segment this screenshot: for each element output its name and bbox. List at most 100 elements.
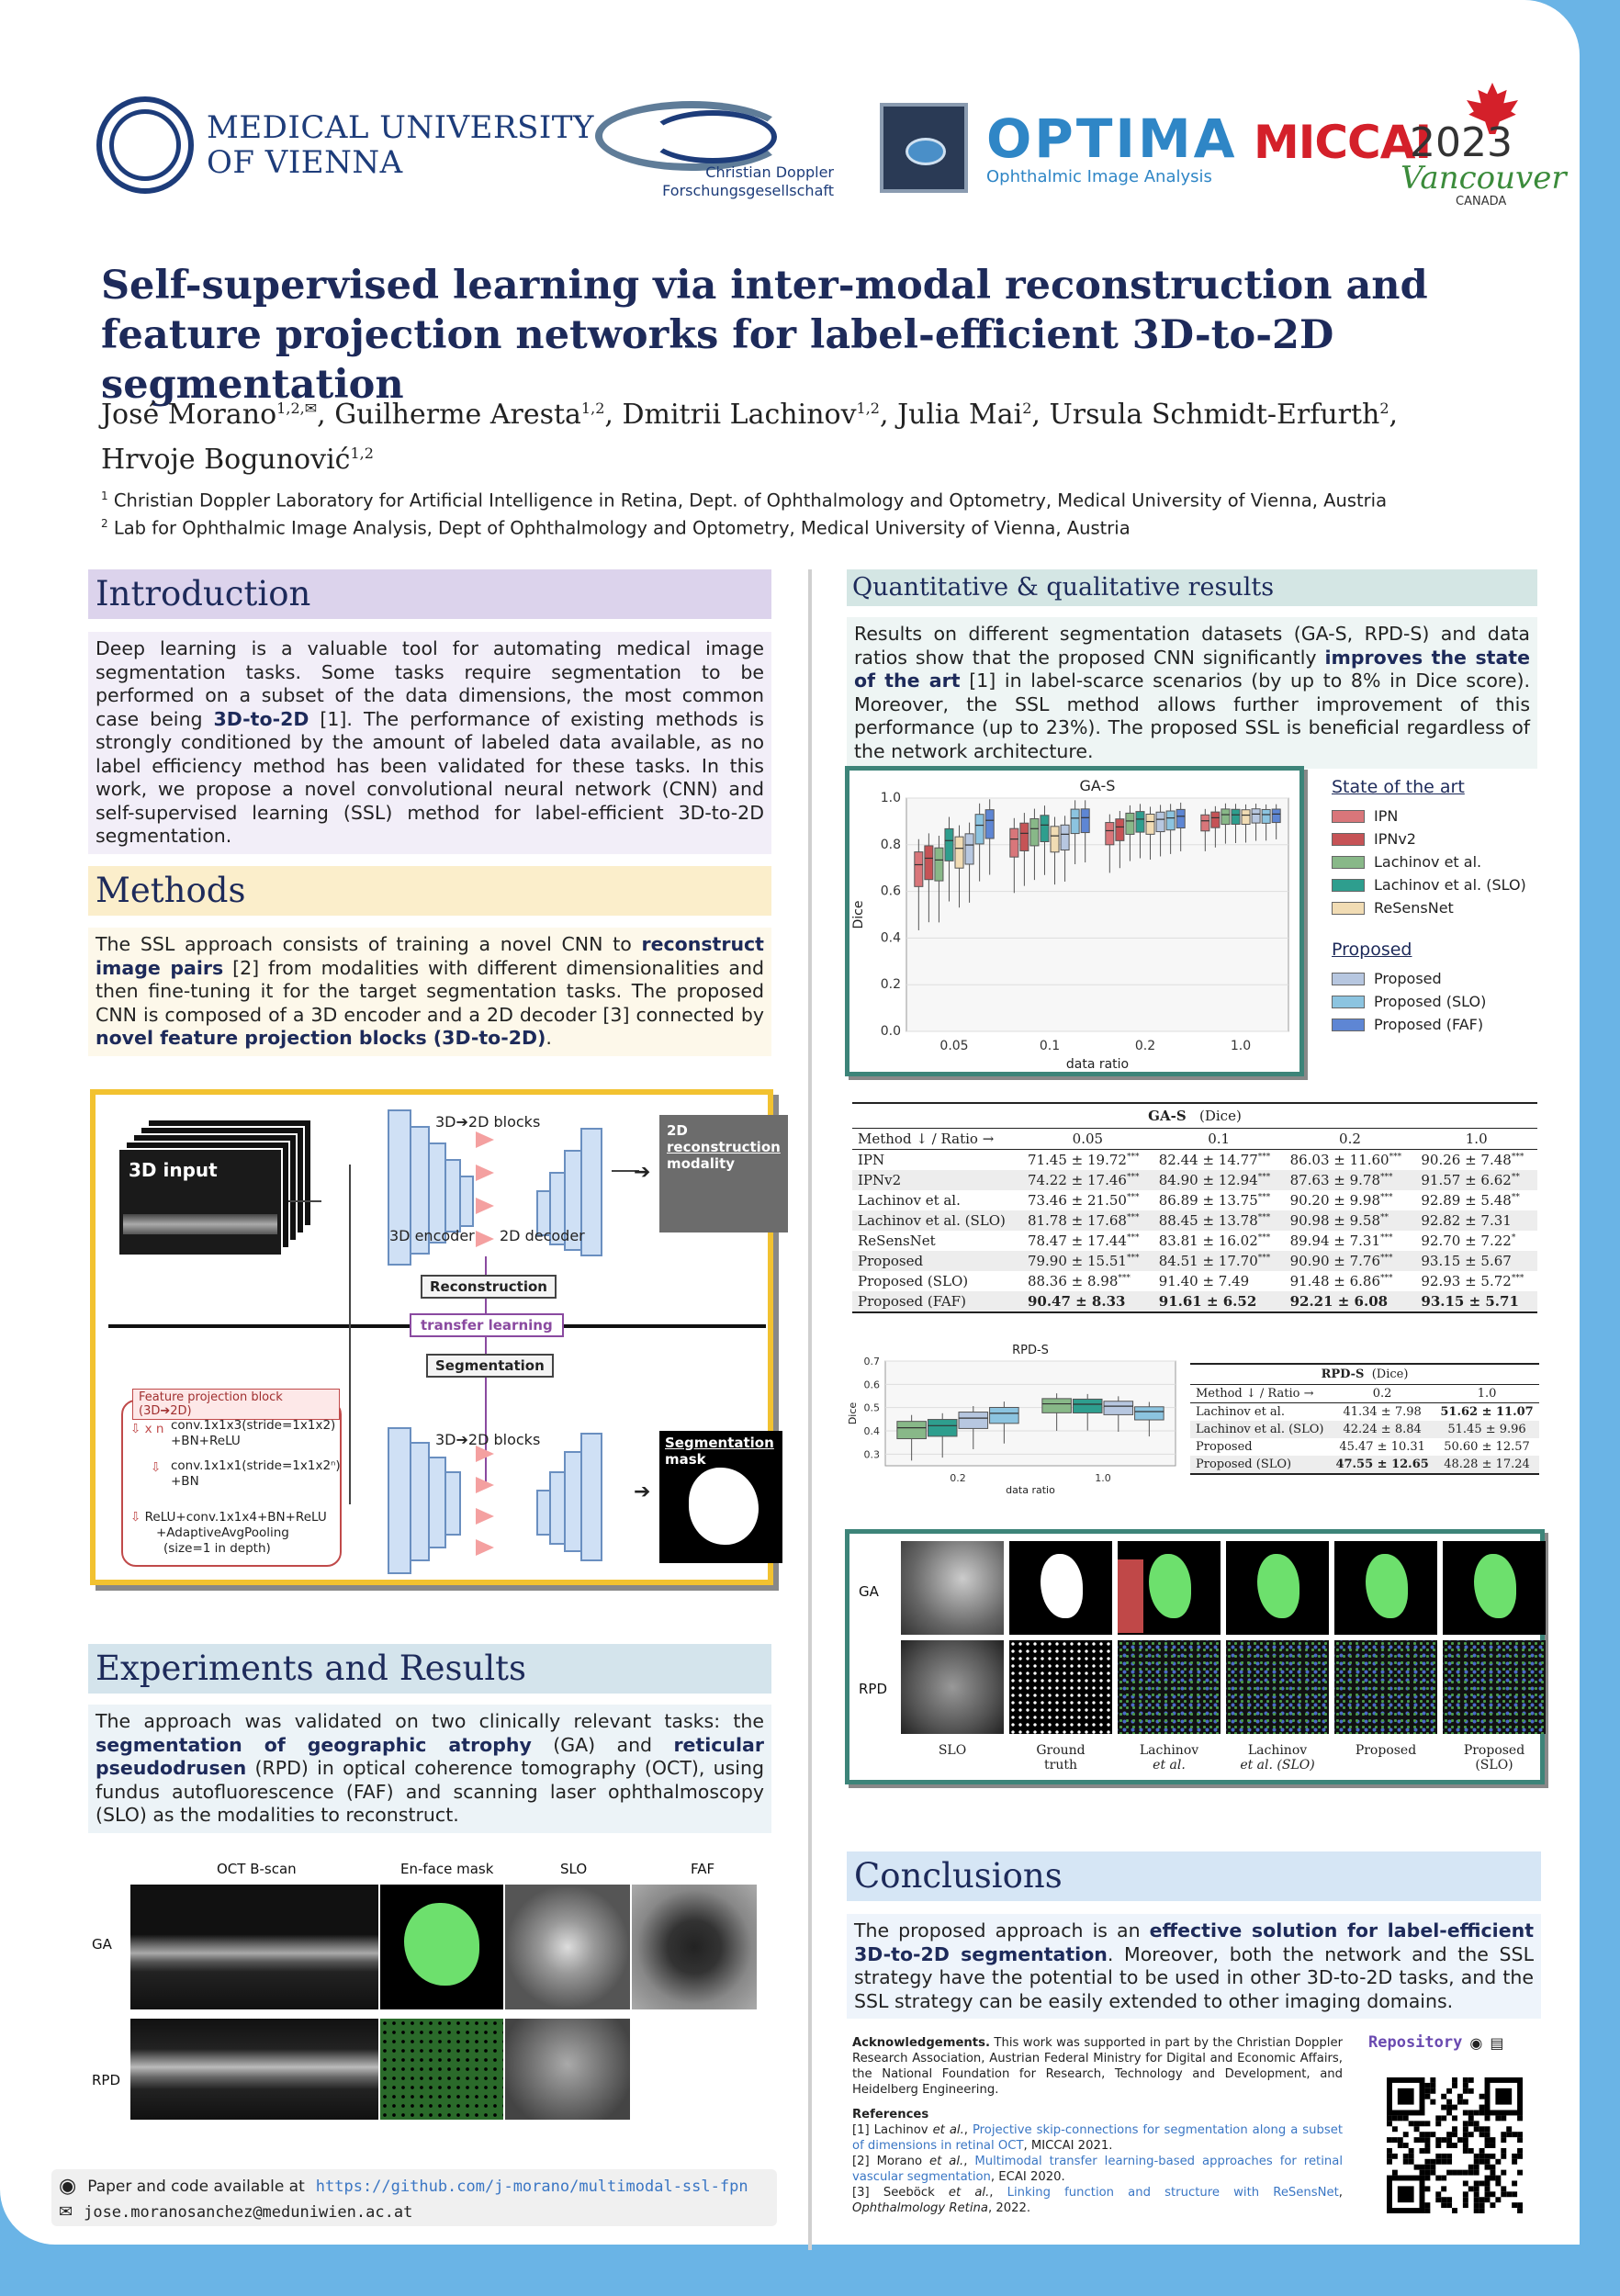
chart-title: RPD-S [1012, 1344, 1049, 1357]
table-header-row: Method ↓ / Ratio → 0.05 0.1 0.2 1.0 [852, 1128, 1537, 1150]
qr-module [1457, 2137, 1463, 2144]
qr-module [1391, 2137, 1398, 2144]
qr-module [1424, 2121, 1431, 2127]
table-row: Lachinov et al. 73.46 ± 21.50*** 86.89 ± 1… [852, 1190, 1537, 1210]
paper-icon[interactable]: ▤ [1490, 2033, 1504, 2052]
code-url-link[interactable]: https://github.com/j-morano/multimodal-s… [315, 2177, 748, 2196]
box-mark [1241, 804, 1251, 843]
qr-module [1490, 2153, 1496, 2159]
table-header-row: Method ↓ / Ratio → 0.2 1.0 [1190, 1384, 1539, 1403]
qr-module [1446, 2104, 1453, 2110]
table-cell: ReSensNet [858, 1232, 936, 1249]
qr-module [1452, 2126, 1457, 2133]
email-link[interactable]: jose.moranosanchez@meduniwien.ac.at [84, 2202, 413, 2222]
qr-module [1397, 2143, 1403, 2148]
table-cell: 51.62 ± 11.07 [1440, 1405, 1534, 1419]
qr-module [1446, 2099, 1453, 2105]
x-tick-label: 0.1 [1040, 1039, 1060, 1053]
email-icon: ✉ [59, 2202, 73, 2222]
legend-sota-title: State of the art [1332, 777, 1465, 797]
qr-module [1435, 2197, 1442, 2203]
qr-module [1391, 2115, 1398, 2122]
qr-module [1462, 2077, 1468, 2083]
table-cell: 73.46 ± 21.50*** [1027, 1192, 1140, 1209]
table-cell: 92.93 ± 5.72*** [1421, 1273, 1524, 1289]
qr-module [1473, 2191, 1479, 2198]
table-cell: 90.98 ± 9.58** [1289, 1212, 1389, 1229]
quant-body: Results on different segmentation datase… [847, 617, 1537, 769]
author-4: Julia Mai2 [897, 399, 1032, 431]
qr-module [1462, 2132, 1468, 2138]
legend-label: IPN [1374, 807, 1399, 825]
table-cell: 92.82 ± 7.31 [1421, 1212, 1512, 1229]
qr-module [1435, 2158, 1442, 2165]
y-tick-label: 0.4 [881, 930, 901, 945]
qualitative-caption: Lachinov et al. (SLO) [1240, 1743, 1315, 1773]
qr-finder [1387, 2077, 1425, 2116]
table-cell: IPNv2 [858, 1172, 902, 1188]
qr-module [1424, 2132, 1431, 2138]
col-slo: SLO [560, 1861, 588, 1877]
qr-module [1479, 2208, 1485, 2213]
rpd-mask-image [380, 2019, 503, 2120]
qr-module [1446, 2169, 1453, 2176]
row-ga: GA [92, 1936, 112, 1953]
qr-module [1517, 2147, 1523, 2154]
qr-module [1495, 2180, 1502, 2187]
legend-swatch [1332, 972, 1365, 985]
qr-module [1501, 2191, 1507, 2198]
table-cell: Lachinov et al. [1196, 1405, 1285, 1419]
box-mark [1200, 808, 1210, 851]
qr-module [1441, 2197, 1447, 2203]
qr-module [1446, 2110, 1453, 2116]
qr-module [1484, 2186, 1491, 2192]
qr-module [1408, 2147, 1414, 2154]
table-cell: 42.24 ± 8.84 [1343, 1423, 1422, 1436]
qr-module [1457, 2099, 1463, 2105]
qr-module [1501, 2132, 1507, 2138]
qr-module [1479, 2132, 1485, 2138]
qr-module [1462, 2088, 1468, 2094]
qr-module [1452, 2077, 1457, 2083]
box-mark [958, 1405, 989, 1449]
qr-module [1413, 2137, 1420, 2144]
row-rpd: RPD [92, 2072, 121, 2088]
table-header-cell: 0.2 [1284, 1128, 1416, 1150]
qualitative-caption: SLO [938, 1743, 967, 1758]
chart-legend: State of the art IPN IPNv2 Lachinov et al.… [1332, 777, 1526, 1036]
box-mark [954, 825, 964, 908]
x-tick-label: 0.05 [939, 1039, 968, 1053]
qr-module [1484, 2143, 1491, 2148]
box-mark [1210, 805, 1221, 848]
legend-label: ReSensNet [1374, 899, 1454, 917]
qr-module [1495, 2158, 1502, 2165]
qr-module [1479, 2197, 1485, 2203]
qr-module [1506, 2191, 1513, 2198]
repository-qr-code[interactable] [1381, 2072, 1528, 2219]
optima-eye-icon [880, 103, 968, 193]
qr-module [1473, 2126, 1479, 2133]
table-cell: 86.89 ± 13.75*** [1158, 1192, 1271, 1209]
miccai-city: Vancouver [1401, 160, 1567, 197]
qr-module [1424, 2082, 1431, 2088]
box-mark [1060, 816, 1070, 882]
box-mark [924, 833, 934, 923]
qr-module [1408, 2158, 1414, 2165]
table-cell: 86.03 ± 11.60*** [1289, 1152, 1402, 1168]
qr-module [1484, 2115, 1491, 2122]
qr-module [1495, 2115, 1502, 2122]
qr-module [1391, 2153, 1398, 2159]
chart-title: GA-S [1080, 777, 1116, 794]
qr-module [1424, 2143, 1431, 2148]
conclusions-body: The proposed approach is an effective so… [847, 1914, 1541, 2019]
qr-module [1441, 2202, 1447, 2209]
qr-module [1457, 2169, 1463, 2176]
github-repo-icon[interactable]: ◉ [1469, 2033, 1483, 2052]
legend-swatch [1332, 878, 1365, 892]
table-cell: 41.34 ± 7.98 [1343, 1405, 1422, 1419]
legend-item: Proposed [1332, 967, 1526, 990]
table-cell: 51.45 ± 9.96 [1447, 1423, 1526, 1436]
qr-module [1506, 2126, 1513, 2133]
experiments-heading: Experiments and Results [88, 1644, 771, 1694]
legend-label: Lachinov et al. [1374, 853, 1482, 871]
